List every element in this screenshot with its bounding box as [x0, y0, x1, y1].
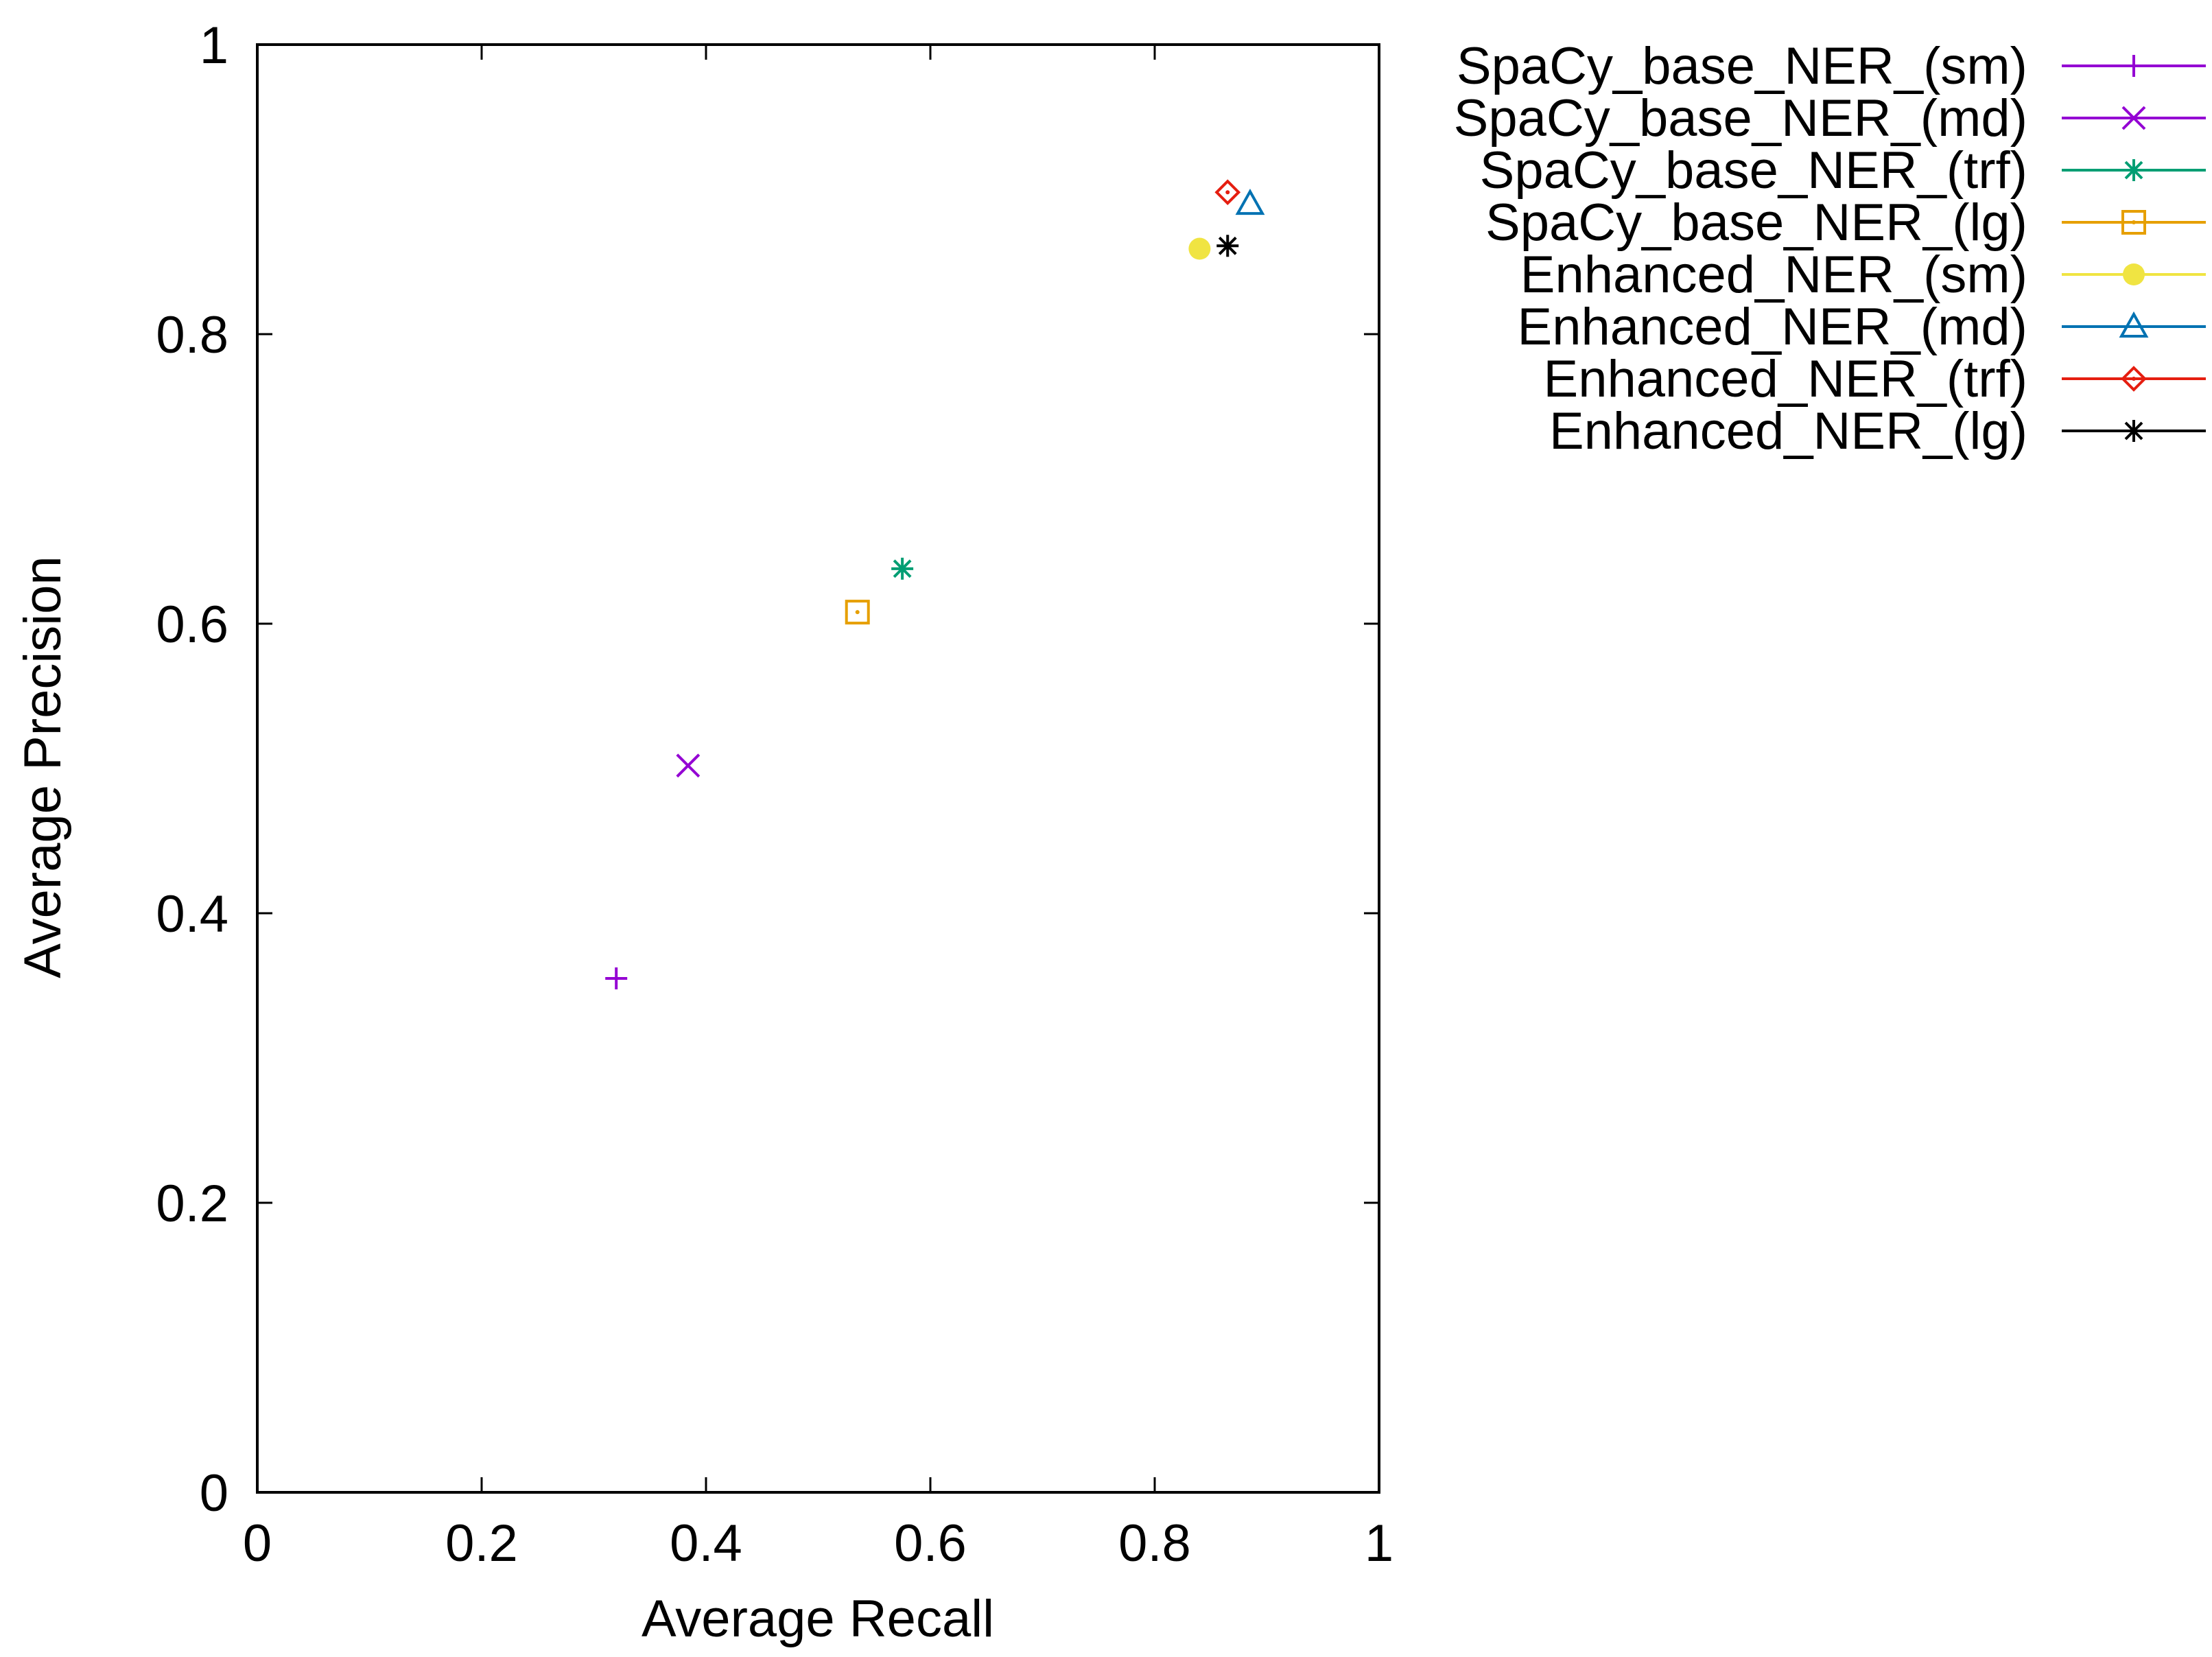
data-point [1188, 237, 1211, 260]
legend-label: SpaCy_base_NER_(lg) [1485, 193, 2027, 252]
x-tick-label: 1 [1365, 1514, 1393, 1573]
data-point [891, 557, 914, 580]
legend-label: Enhanced_NER_(md) [1518, 298, 2028, 356]
legend-label: SpaCy_base_NER_(sm) [1457, 37, 2027, 95]
legend-label: SpaCy_base_NER_(trf) [1480, 141, 2027, 200]
y-tick-label: 0 [200, 1464, 228, 1523]
legend-marker [2123, 420, 2145, 442]
data-points [605, 179, 1265, 989]
x-tick-label: 0 [243, 1514, 272, 1573]
data-point [1235, 189, 1265, 215]
y-axis-title: Average Precision [14, 556, 72, 978]
legend-marker [2121, 210, 2146, 235]
y-tick-label: 1 [200, 16, 228, 75]
legend: SpaCy_base_NER_(sm)SpaCy_base_NER_(md)Sp… [1454, 37, 2206, 460]
x-tick-label: 0.2 [445, 1514, 518, 1573]
legend-label: Enhanced_NER_(lg) [1549, 402, 2027, 460]
x-tick-label: 0.8 [1118, 1514, 1191, 1573]
data-point [676, 753, 701, 778]
y-tick-label: 0.6 [156, 596, 228, 654]
y-tick-label: 0.4 [156, 885, 228, 943]
y-tick-label: 0.2 [156, 1175, 228, 1233]
legend-marker [2123, 55, 2145, 77]
legend-marker [2121, 106, 2146, 130]
x-tick-label: 0.6 [894, 1514, 967, 1573]
x-axis-title: Average Recall [642, 1590, 994, 1648]
data-point [605, 967, 628, 989]
legend-label: Enhanced_NER_(sm) [1520, 246, 2027, 304]
ticks: 0 0.2 0.4 0.6 0.8 1 0 0.2 0.4 0.6 0.8 1 [156, 16, 1393, 1573]
data-point [845, 600, 870, 625]
axes [256, 43, 1380, 1494]
data-point [1216, 235, 1239, 257]
data-point [1214, 179, 1241, 206]
legend-marker [2123, 159, 2145, 181]
legend-marker [2121, 366, 2147, 392]
legend-marker [2119, 311, 2149, 338]
legend-label: Enhanced_NER_(trf) [1544, 350, 2027, 408]
y-tick-label: 0.8 [156, 306, 228, 364]
legend-marker [2123, 263, 2145, 285]
legend-label: SpaCy_base_NER_(md) [1454, 89, 2027, 148]
plot-border [256, 43, 1380, 1494]
x-tick-label: 0.4 [670, 1514, 742, 1573]
